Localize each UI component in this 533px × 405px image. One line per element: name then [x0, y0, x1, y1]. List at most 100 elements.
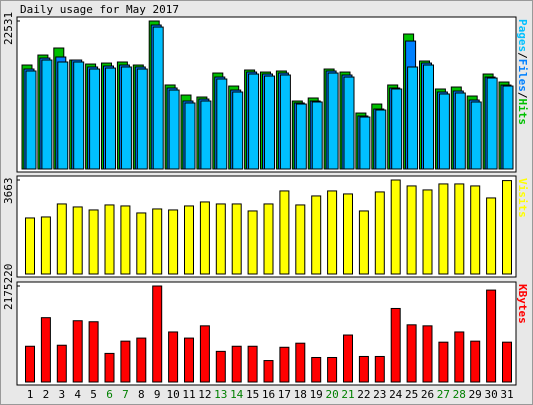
bar: [374, 355, 385, 383]
x-tick-label: 15: [246, 388, 259, 401]
bar: [470, 340, 481, 383]
x-tick-label: 8: [138, 388, 145, 401]
x-tick-label: 26: [421, 388, 434, 401]
bar: [327, 190, 338, 275]
bar: [486, 77, 498, 170]
bar: [40, 216, 51, 275]
bar: [375, 109, 387, 170]
bar: [72, 206, 83, 275]
x-tick-label: 16: [262, 388, 275, 401]
bar: [25, 345, 35, 383]
x-tick-label: 1: [27, 388, 34, 401]
bar: [264, 75, 275, 170]
bar: [423, 64, 434, 170]
bar: [136, 337, 147, 383]
legend-entry: Pages: [516, 19, 529, 52]
bar: [56, 203, 67, 275]
bar: [184, 205, 194, 275]
bar: [311, 356, 322, 383]
bar: [73, 61, 85, 170]
bar: [390, 307, 401, 383]
bar: [40, 317, 51, 383]
bar: [374, 191, 385, 275]
x-tick-label: 31: [500, 388, 513, 401]
legend-entry: Hits: [516, 99, 529, 126]
bar: [184, 337, 194, 383]
bar: [406, 185, 417, 275]
bar: [216, 78, 228, 170]
bar: [438, 183, 449, 275]
x-tick-label: 20: [325, 388, 338, 401]
bar: [295, 204, 306, 275]
bar: [56, 344, 67, 383]
legend-entry: Visits: [516, 178, 529, 218]
bar: [407, 66, 419, 170]
x-tick-label: 7: [122, 388, 129, 401]
x-tick-label: 18: [294, 388, 307, 401]
bar: [231, 345, 242, 383]
bar: [438, 93, 450, 170]
bar: [359, 116, 371, 170]
bar: [120, 340, 131, 383]
x-tick-label: 21: [341, 388, 354, 401]
bar: [391, 88, 403, 170]
y-tick-label: 3663: [2, 178, 15, 205]
x-tick-label: 14: [230, 388, 244, 401]
bar: [247, 345, 258, 383]
legend: Visits: [516, 178, 529, 218]
x-tick-label: 24: [389, 388, 403, 401]
bar: [422, 189, 433, 275]
bar: [486, 197, 497, 275]
bar: [88, 209, 99, 275]
bar: [390, 179, 401, 275]
x-tick-label: 12: [198, 388, 211, 401]
bar: [136, 212, 147, 275]
x-tick-label: 30: [484, 388, 497, 401]
bar: [454, 92, 466, 170]
panel: [16, 281, 517, 386]
x-tick-label: 19: [310, 388, 323, 401]
bar: [470, 101, 482, 170]
x-tick-label: 27: [437, 388, 450, 401]
bar: [454, 331, 465, 383]
bar: [105, 67, 116, 170]
bar: [502, 180, 512, 275]
bar: [343, 76, 355, 170]
bar: [454, 183, 465, 275]
x-tick-label: 2: [43, 388, 50, 401]
x-tick-label: 10: [166, 388, 179, 401]
x-tick-label: 3: [58, 388, 65, 401]
legend-separator: /: [516, 92, 529, 99]
x-tick-label: 6: [106, 388, 113, 401]
bar: [247, 210, 258, 275]
bar: [279, 74, 291, 170]
bar: [422, 325, 433, 383]
legend: Pages/Files/Hits: [516, 19, 529, 125]
bar: [502, 341, 512, 383]
bar: [358, 210, 369, 275]
bar: [232, 91, 244, 170]
x-tick-label: 29: [469, 388, 482, 401]
chart-title: Daily usage for May 2017: [20, 3, 179, 16]
x-tick-label: 22: [357, 388, 370, 401]
x-tick-label: 4: [74, 388, 81, 401]
bar: [343, 193, 353, 275]
bar: [120, 205, 131, 275]
y-tick-label: 22531: [2, 12, 15, 45]
bar: [263, 360, 274, 383]
bar: [72, 320, 83, 383]
bar: [184, 102, 196, 170]
bar: [168, 331, 179, 383]
bar: [104, 352, 115, 383]
bar: [57, 61, 69, 170]
bar: [486, 289, 497, 383]
bar: [152, 26, 164, 170]
bar: [248, 73, 260, 170]
x-tick-label: 23: [373, 388, 386, 401]
bar: [168, 209, 179, 275]
bar: [152, 208, 163, 275]
x-tick-label: 25: [405, 388, 418, 401]
bar: [215, 350, 226, 383]
bar: [215, 203, 226, 275]
bar: [502, 85, 514, 170]
